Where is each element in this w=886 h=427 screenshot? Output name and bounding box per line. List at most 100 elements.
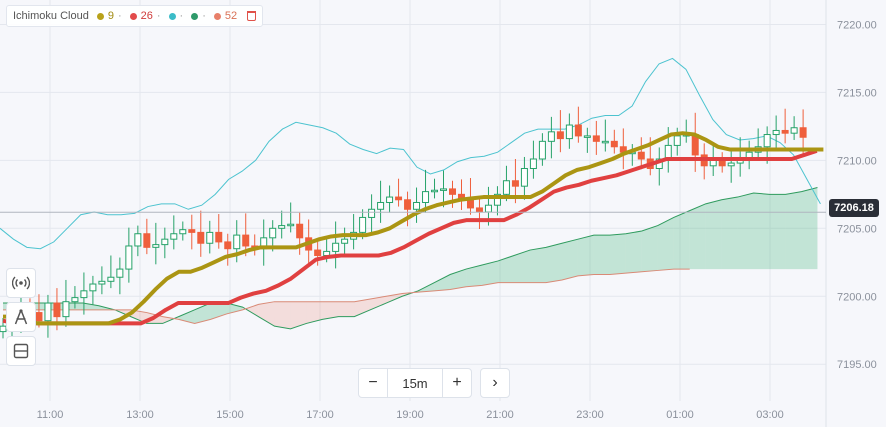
current-price-label: 7206.18 [829,199,879,217]
candle-body [341,238,349,244]
candle-body [413,201,421,210]
candle-body [242,234,250,247]
candle-body [520,168,528,187]
candle-body [233,234,241,250]
x-tick-label: 11:00 [37,409,64,421]
legend-param-tenkan: 9 [107,10,114,22]
candle-body [188,229,196,233]
cloud-segment [498,255,515,283]
candle-body [377,201,385,210]
cloud-segment [450,269,467,290]
y-tick-label: 7205.00 [837,223,877,235]
cloud-segment [482,260,499,286]
layout-icon[interactable] [6,336,36,366]
cloud-segment [338,301,355,317]
candle-body [466,199,474,209]
x-tick-label: 13:00 [126,409,154,421]
cloud-segment [769,194,786,270]
candle-body [395,196,403,201]
cloud-segment [561,239,578,280]
cloud-segment [641,225,658,272]
compass-icon[interactable] [6,302,36,332]
candle-body [718,159,726,167]
candle-body [35,312,43,322]
candle-body [763,134,771,148]
candle-body [206,231,214,244]
candle-body [565,124,573,140]
y-tick-label: 7200.00 [837,291,877,303]
y-tick-label: 7215.00 [837,87,877,99]
legend-separator: · [117,10,122,22]
legend-title: Ichimoku Cloud [13,10,89,22]
cloud-segment [609,233,626,275]
cloud-segment [306,301,323,324]
candle-body [359,216,367,233]
trash-icon[interactable] [247,11,257,21]
cloud-segment [194,303,211,324]
candle-body [152,244,160,248]
candle-body [601,140,609,144]
candle-body [727,162,735,167]
timeframe-value[interactable]: 15m [388,368,442,398]
kijun-dot-icon [129,12,137,20]
candle-body [781,129,789,134]
span-b-dot-icon [213,12,221,20]
candle-body [98,280,106,285]
senkou-span-a-line [3,187,818,330]
kijun-sen-line [2,148,818,326]
chikou-dot-icon [168,12,176,20]
candle-body [278,225,286,229]
cloud-segment [82,303,99,310]
cloud-segment [322,301,339,320]
timeframe-decrease-button[interactable]: − [358,368,388,398]
candle-body [296,223,304,239]
candle-body [44,302,52,322]
candle-body [89,283,97,292]
candle-body [664,144,672,160]
candle-body [502,180,510,195]
broadcast-icon[interactable] [6,268,36,298]
candle-body [772,129,780,136]
candle-body [475,207,483,213]
candle-body [493,193,501,206]
candle-body [547,131,555,142]
candle-body [179,229,187,235]
candle-body [368,208,376,218]
cloud-segment [274,301,291,329]
cloud-segment [130,309,147,324]
cloud-segment [689,203,706,270]
drawing-toolbar [6,268,36,366]
candle-body [80,290,88,299]
cloud-segment [625,231,642,274]
candle-body [790,127,798,134]
candle-body [529,158,537,170]
candle-body [404,199,412,210]
timeframe-increase-button[interactable]: + [442,368,472,398]
cloud-segment [258,301,275,327]
cloud-segment [593,235,610,275]
legend-separator: · [179,10,184,22]
timeframe-next-button[interactable]: › [480,368,510,398]
y-tick-label: 7195.00 [837,359,877,371]
cloud-segment [226,303,243,314]
candle-body [197,231,205,244]
cloud-segment [657,217,674,271]
candle-body [71,297,79,303]
cloud-segment [801,187,818,270]
cloud-segment [290,301,307,329]
cloud-segment [370,296,387,310]
candle-body [116,268,124,278]
indicator-legend[interactable]: Ichimoku Cloud 9 · 26 · · · 52 [6,5,264,27]
cloud-segment [577,235,594,276]
candle-body [538,140,546,160]
legend-param-span-b: 52 [224,10,238,22]
candle-body [637,151,645,160]
x-tick-label: 21:00 [486,409,514,421]
candle-body [224,241,232,250]
candle-body [107,276,115,282]
x-tick-label: 03:00 [756,409,784,421]
y-tick-label: 7220.00 [837,19,877,31]
candle-body [386,196,394,203]
